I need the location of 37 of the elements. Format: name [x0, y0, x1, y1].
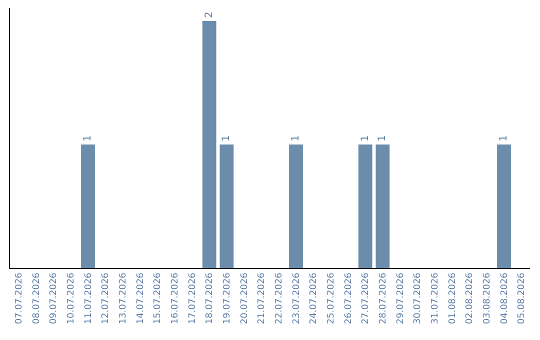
data-label: 1	[290, 135, 302, 142]
data-label: 1	[82, 135, 94, 142]
x-tick-label: 26.07.2026	[344, 272, 354, 324]
x-tick-label: 09.07.2026	[49, 272, 60, 324]
x-tick-label: 10.07.2026	[66, 272, 77, 324]
x-tick-label: 31.07.2026	[430, 272, 441, 324]
x-tick-label: 15.07.2026	[153, 272, 164, 324]
x-tick-label: 19.07.2026	[222, 272, 233, 324]
x-tick-label: 17.07.2026	[188, 272, 198, 324]
x-tick-label: 23.07.2026	[292, 272, 302, 324]
x-tick-label: 13.07.2026	[118, 272, 129, 324]
x-tick-label: 02.08.2026	[465, 272, 476, 324]
x-tick-label: 12.07.2026	[101, 272, 112, 324]
x-tick-label: 07.07.2026	[14, 272, 25, 324]
x-tick-label: 21.07.2026	[257, 272, 268, 324]
x-tick-label: 05.08.2026	[517, 272, 528, 324]
data-label: 2	[204, 12, 215, 18]
x-tick-label: 29.07.2026	[396, 272, 406, 324]
x-tick-label: 01.08.2026	[448, 272, 458, 324]
x-tick-label: 22.07.2026	[274, 272, 285, 324]
x-tick-label: 08.07.2026	[32, 272, 42, 324]
x-tick-label: 16.07.2026	[170, 272, 181, 324]
x-tick-label: 27.07.2026	[361, 272, 372, 324]
x-tick-label: 14.07.2026	[136, 272, 146, 324]
x-tick-label: 18.07.2026	[205, 272, 216, 324]
x-tick-label: 30.07.2026	[413, 272, 424, 324]
data-label: 1	[377, 135, 388, 142]
data-label: 1	[498, 135, 510, 142]
x-tick-label: 25.07.2026	[326, 272, 337, 324]
x-tick-label: 04.08.2026	[500, 272, 510, 324]
x-tick-label: 24.07.2026	[309, 272, 320, 324]
data-label: 1	[360, 135, 371, 142]
data-label: 1	[221, 135, 232, 142]
x-tick-label: 28.07.2026	[378, 272, 389, 324]
x-tick-label: 20.07.2026	[240, 272, 250, 324]
x-tick-label: 03.08.2026	[482, 272, 493, 324]
x-tick-label: 11.07.2026	[84, 272, 94, 324]
